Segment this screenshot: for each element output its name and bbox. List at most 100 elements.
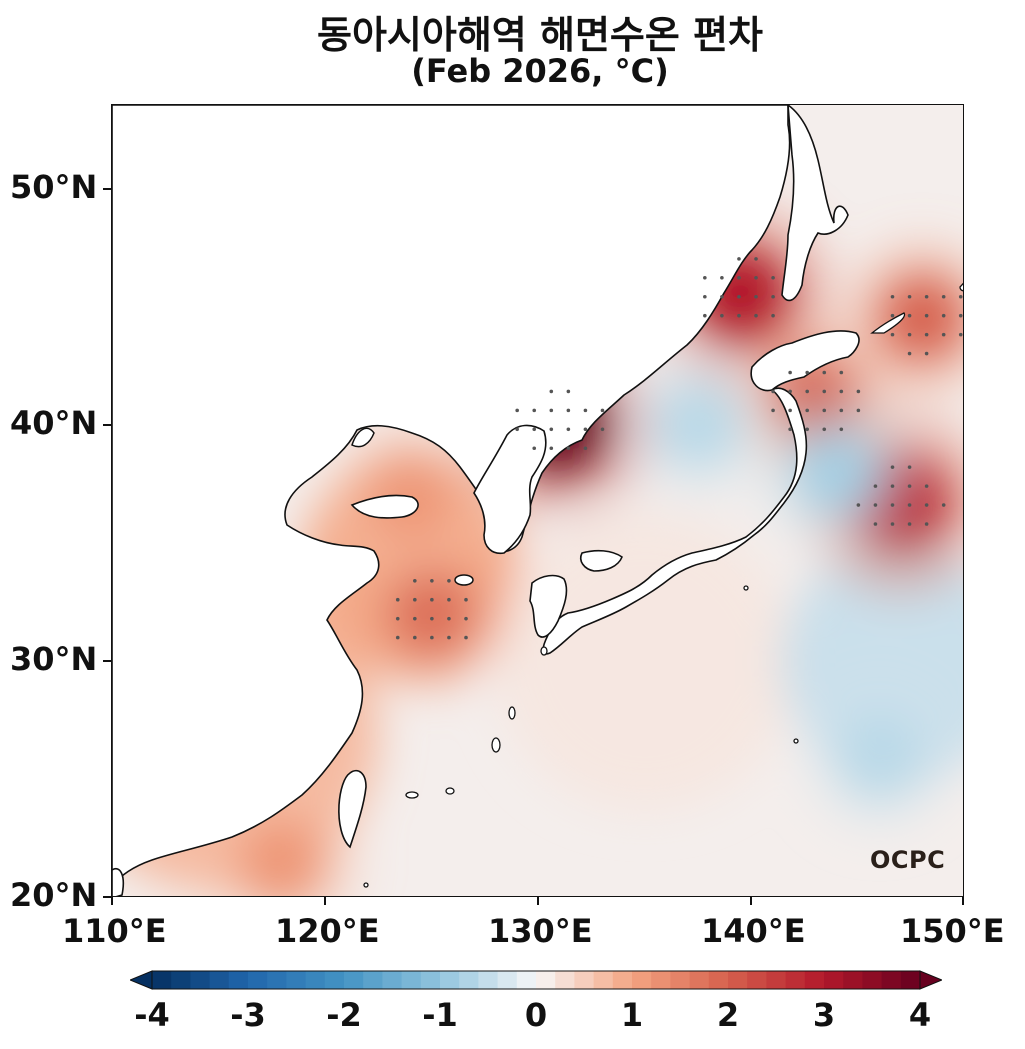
colorbar-tick-label: -1 bbox=[422, 996, 458, 1034]
sst-anomaly-map bbox=[111, 104, 964, 897]
stipple-dot bbox=[890, 313, 895, 318]
stipple-dot bbox=[754, 257, 758, 261]
stipple-dot bbox=[788, 408, 792, 413]
lat-tick bbox=[103, 188, 111, 190]
stipple-dot bbox=[924, 484, 929, 488]
stipple-dot bbox=[890, 294, 895, 299]
colorbar-segment bbox=[478, 971, 499, 989]
lon-tick bbox=[324, 897, 326, 905]
stipple-dot bbox=[430, 616, 434, 621]
stipple-dot bbox=[805, 408, 809, 413]
stipple-dot bbox=[958, 294, 963, 299]
lon-tick bbox=[962, 897, 964, 905]
colorbar-segment bbox=[747, 971, 767, 989]
stipple-dot bbox=[890, 484, 895, 488]
stipple-dot bbox=[447, 616, 451, 621]
lon-tick bbox=[750, 897, 752, 905]
stipple-dot bbox=[464, 635, 468, 640]
map-subtitle: (Feb 2026, °C) bbox=[411, 52, 669, 90]
anomaly-center bbox=[835, 711, 924, 800]
stipple-dot bbox=[754, 294, 758, 299]
stipple-dot bbox=[771, 294, 775, 299]
stipple-dot bbox=[430, 597, 434, 602]
colorbar-segment bbox=[593, 971, 614, 989]
stipple-dot bbox=[566, 446, 571, 451]
stipple-dot bbox=[720, 276, 724, 280]
stipple-dot bbox=[907, 484, 912, 488]
lat-label-20n: 20°N bbox=[10, 876, 98, 914]
colorbar-segment bbox=[804, 971, 825, 989]
lat-label-30n: 30°N bbox=[10, 640, 98, 678]
stipple-dot bbox=[532, 446, 537, 451]
colorbar-segment bbox=[305, 971, 326, 989]
stipple-dot bbox=[430, 635, 434, 640]
colorbar-tick-label: 4 bbox=[908, 996, 932, 1034]
stipple-dot bbox=[737, 313, 741, 318]
colorbar-tick-label: 0 bbox=[524, 996, 548, 1034]
stipple-dot bbox=[703, 313, 707, 318]
stipple-dot bbox=[549, 389, 554, 394]
stipple-dot bbox=[788, 370, 792, 375]
stipple-dot bbox=[447, 635, 451, 640]
colorbar-segment bbox=[324, 971, 345, 989]
colorbar-segment bbox=[555, 971, 575, 989]
colorbar-segment bbox=[420, 971, 441, 989]
lat-tick bbox=[103, 424, 111, 426]
stipple-dot bbox=[924, 351, 929, 356]
stipple-dot bbox=[583, 408, 588, 413]
anomaly-center bbox=[387, 569, 476, 658]
colorbar-tick-label: -3 bbox=[230, 996, 266, 1034]
colorbar-extend-high bbox=[919, 970, 944, 990]
colorbar-frame bbox=[151, 970, 921, 990]
colorbar-segment bbox=[248, 971, 268, 989]
stipple-dot bbox=[464, 616, 468, 621]
lat-tick bbox=[103, 660, 111, 662]
lon-label-150e: 150°E bbox=[900, 912, 1005, 950]
colorbar-segment bbox=[900, 971, 921, 989]
stipple-dot bbox=[941, 313, 946, 318]
colorbar-segment bbox=[843, 971, 863, 989]
stipple-dot bbox=[907, 465, 912, 469]
anomaly-center bbox=[238, 818, 327, 896]
stipple-dot bbox=[532, 408, 537, 413]
colorbar-segment bbox=[401, 971, 422, 989]
anomaly-center bbox=[366, 451, 455, 540]
colorbar-segment bbox=[728, 971, 748, 989]
stipple-dot bbox=[907, 351, 912, 356]
stipple-dot bbox=[856, 503, 861, 507]
stipple-dot bbox=[839, 370, 844, 375]
stipple-dot bbox=[890, 465, 895, 469]
stipple-dot bbox=[890, 332, 895, 337]
colorbar-segment bbox=[632, 971, 652, 989]
stipple-dot bbox=[566, 408, 571, 413]
stipple-dot bbox=[788, 389, 792, 394]
stipple-dot bbox=[805, 370, 809, 375]
anomaly-center bbox=[654, 380, 743, 469]
stipple-dot bbox=[856, 408, 861, 413]
stipple-dot bbox=[413, 579, 417, 583]
stipple-dot bbox=[447, 597, 451, 602]
stipple-dot bbox=[805, 427, 809, 432]
stipple-dot bbox=[907, 313, 912, 318]
colorbar-segment bbox=[152, 971, 172, 989]
colorbar-segment bbox=[497, 971, 518, 989]
stipple-dot bbox=[873, 503, 878, 507]
colorbar-segment bbox=[785, 971, 806, 989]
colorbar-segment bbox=[612, 971, 633, 989]
stipple-dot bbox=[890, 503, 895, 507]
stipple-dot bbox=[703, 276, 707, 280]
colorbar-segment bbox=[286, 971, 307, 989]
lat-label-50n: 50°N bbox=[10, 168, 98, 206]
stipple-dot bbox=[413, 635, 417, 640]
stipple-dot bbox=[532, 427, 537, 432]
stipple-dot bbox=[839, 427, 844, 432]
stipple-dot bbox=[822, 427, 827, 432]
ocpc-logo: OCPC bbox=[870, 846, 946, 874]
colorbar-segment bbox=[171, 971, 191, 989]
stipple-dot bbox=[924, 313, 929, 318]
lat-label-40n: 40°N bbox=[10, 404, 98, 442]
stipple-dot bbox=[822, 370, 827, 375]
stipple-dot bbox=[583, 427, 588, 432]
stipple-dot bbox=[856, 389, 861, 394]
stipple-dot bbox=[924, 522, 929, 526]
